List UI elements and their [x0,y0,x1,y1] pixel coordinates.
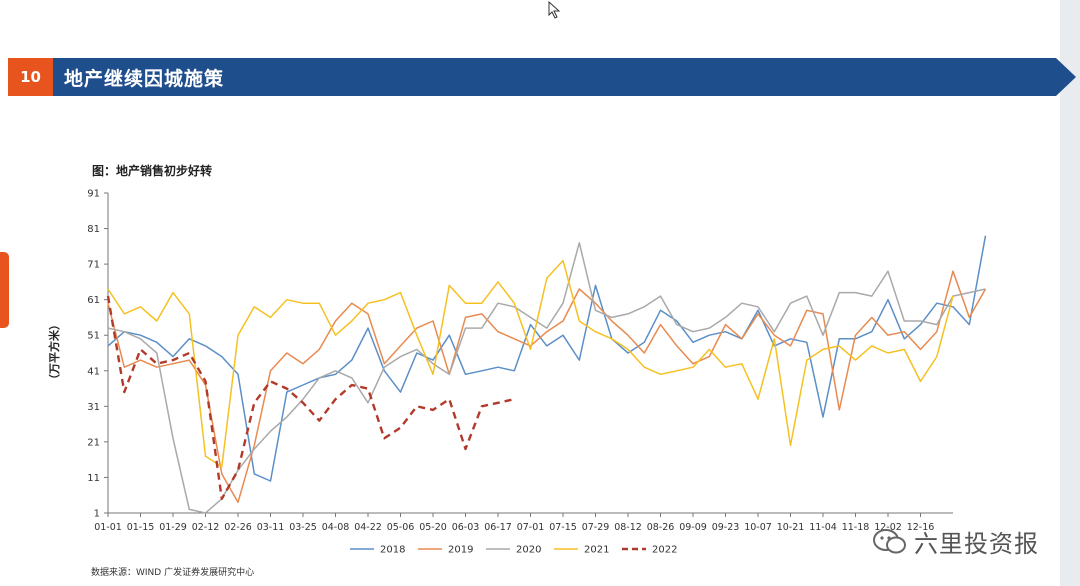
legend-label-2022: 2022 [652,545,677,556]
y-tick-label: 31 [87,402,100,413]
x-tick-label: 10-07 [744,522,772,533]
legend-label-2019: 2019 [448,545,473,556]
y-tick-label: 71 [87,260,100,271]
slide-edge [1060,0,1080,586]
legend-label-2021: 2021 [584,545,609,556]
x-tick-label: 06-03 [452,522,480,533]
x-tick-label: 07-15 [549,522,577,533]
legend-label-2020: 2020 [516,545,541,556]
banner-shape [8,58,1076,96]
y-tick-label: 11 [87,473,100,484]
x-tick-label: 12-16 [907,522,935,533]
x-tick-label: 02-12 [192,522,220,533]
wechat-icon [873,528,906,553]
y-tick-label: 61 [87,295,100,306]
x-tick-label: 10-21 [777,522,805,533]
series-line-2022 [106,295,515,500]
x-tick-label: 04-08 [322,522,350,533]
source-note: 数据来源：WIND 广发证券发展研究中心 [91,568,255,578]
x-tick-label: 03-11 [257,522,285,533]
x-tick-label: 01-01 [94,522,122,533]
series-line-2019 [107,270,987,504]
x-tick-label: 05-20 [419,522,447,533]
x-tick-label: 06-17 [484,522,512,533]
y-tick-label: 21 [87,437,100,448]
x-tick-label: 11-04 [809,522,837,533]
x-tick-label: 08-26 [647,522,675,533]
series-line-2020 [107,242,986,514]
series-line-2021 [107,259,954,468]
y-tick-label: 81 [87,224,100,235]
x-tick-label: 02-26 [224,522,252,533]
watermark: 六里投资报 [872,524,1039,559]
x-tick-label: 01-15 [127,522,155,533]
x-tick-label: 08-12 [614,522,642,533]
x-tick-label: 11-18 [842,522,870,533]
series-line-2018 [107,235,987,482]
x-tick-label: 09-23 [712,522,740,533]
y-tick-label: 41 [87,366,100,377]
x-tick-label: 04-22 [354,522,382,533]
x-tick-label: 03-25 [289,522,317,533]
legend-label-2018: 2018 [380,545,405,556]
y-tick-label: 1 [94,509,100,520]
y-tick-label: 91 [87,189,100,200]
section-title: 地产继续因城施策 [64,68,225,90]
x-tick-label: 01-29 [159,522,187,533]
section-number: 10 [8,58,53,96]
x-tick-label: 05-06 [387,522,415,533]
x-tick-label: 12-02 [874,522,902,533]
section-banner: 10 地产继续因城施策 [8,58,1076,96]
x-tick-label: 07-29 [582,522,610,533]
watermark-text: 六里投资报 [914,530,1039,558]
chart-title: 图：地产销售初步好转 [92,164,213,178]
mouse-cursor-icon [548,1,561,19]
x-tick-label: 07-01 [517,522,545,533]
x-tick-label: 09-09 [679,522,707,533]
side-tab[interactable] [0,252,9,328]
y-tick-label: 51 [87,331,100,342]
